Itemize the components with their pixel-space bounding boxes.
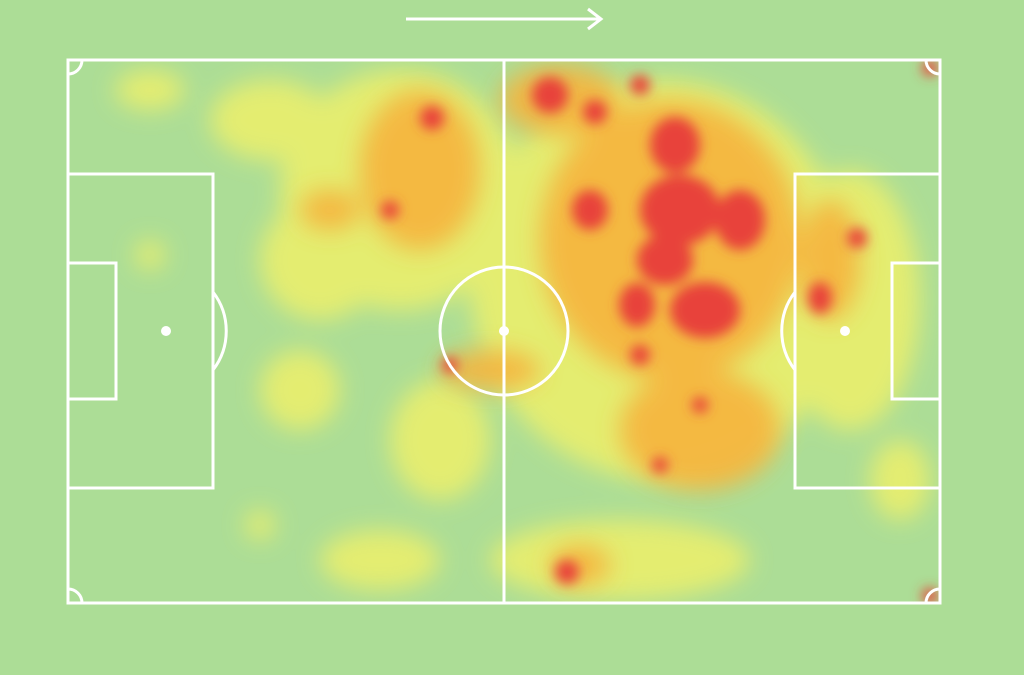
pitch-lines: [66, 58, 942, 605]
direction-arrow: [406, 7, 604, 31]
heatmap: [115, 60, 938, 603]
